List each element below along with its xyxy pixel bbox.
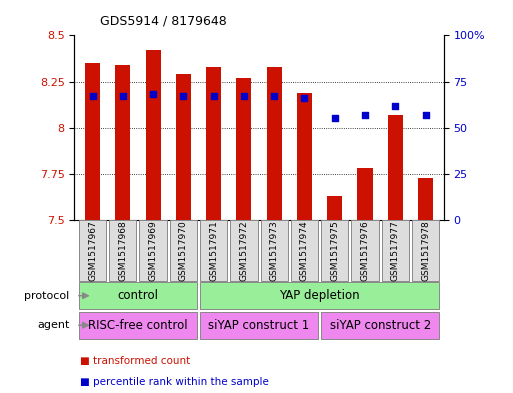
Point <box>88 93 96 99</box>
FancyBboxPatch shape <box>79 282 197 309</box>
FancyBboxPatch shape <box>261 220 288 281</box>
Bar <box>418 178 433 220</box>
Text: GSM1517967: GSM1517967 <box>88 220 97 281</box>
Bar <box>85 63 100 220</box>
Bar <box>327 196 342 220</box>
FancyBboxPatch shape <box>321 312 439 339</box>
Text: GSM1517970: GSM1517970 <box>179 220 188 281</box>
FancyBboxPatch shape <box>79 220 106 281</box>
Text: GSM1517968: GSM1517968 <box>119 220 127 281</box>
Text: RISC-free control: RISC-free control <box>88 319 188 332</box>
Text: GSM1517974: GSM1517974 <box>300 220 309 281</box>
FancyBboxPatch shape <box>109 220 136 281</box>
Point <box>119 93 127 99</box>
FancyBboxPatch shape <box>321 220 348 281</box>
FancyBboxPatch shape <box>351 220 379 281</box>
Text: GSM1517971: GSM1517971 <box>209 220 218 281</box>
Text: GSM1517977: GSM1517977 <box>391 220 400 281</box>
Point <box>209 93 218 99</box>
Bar <box>358 168 372 220</box>
Point <box>422 112 430 118</box>
FancyBboxPatch shape <box>291 220 318 281</box>
Text: control: control <box>117 289 159 302</box>
Text: GSM1517976: GSM1517976 <box>361 220 369 281</box>
Bar <box>236 78 251 220</box>
Text: GSM1517973: GSM1517973 <box>270 220 279 281</box>
Point <box>391 103 400 109</box>
FancyBboxPatch shape <box>200 220 227 281</box>
Text: GSM1517969: GSM1517969 <box>149 220 157 281</box>
Bar <box>388 115 403 220</box>
FancyBboxPatch shape <box>79 312 197 339</box>
Point <box>361 112 369 118</box>
Point <box>270 93 279 99</box>
Text: GSM1517978: GSM1517978 <box>421 220 430 281</box>
Bar <box>267 67 282 220</box>
Text: siYAP construct 1: siYAP construct 1 <box>208 319 310 332</box>
Point <box>331 116 339 122</box>
FancyBboxPatch shape <box>382 220 409 281</box>
FancyBboxPatch shape <box>412 220 439 281</box>
Bar <box>206 67 221 220</box>
Text: YAP depletion: YAP depletion <box>279 289 360 302</box>
Text: protocol: protocol <box>24 291 69 301</box>
Text: GSM1517975: GSM1517975 <box>330 220 339 281</box>
FancyBboxPatch shape <box>200 312 318 339</box>
Bar <box>115 65 130 220</box>
Text: siYAP construct 2: siYAP construct 2 <box>329 319 431 332</box>
Point <box>149 91 157 97</box>
Point <box>301 95 309 101</box>
Bar <box>176 74 191 220</box>
Text: ■ percentile rank within the sample: ■ percentile rank within the sample <box>80 377 268 387</box>
FancyBboxPatch shape <box>230 220 258 281</box>
FancyBboxPatch shape <box>170 220 197 281</box>
Text: agent: agent <box>37 320 69 330</box>
Point <box>240 93 248 99</box>
FancyBboxPatch shape <box>200 282 439 309</box>
Bar <box>146 50 161 220</box>
Point <box>179 93 187 99</box>
Text: GSM1517972: GSM1517972 <box>240 220 248 281</box>
Bar <box>297 93 312 220</box>
Text: GDS5914 / 8179648: GDS5914 / 8179648 <box>100 15 227 28</box>
FancyBboxPatch shape <box>140 220 167 281</box>
Text: ■ transformed count: ■ transformed count <box>80 356 190 365</box>
